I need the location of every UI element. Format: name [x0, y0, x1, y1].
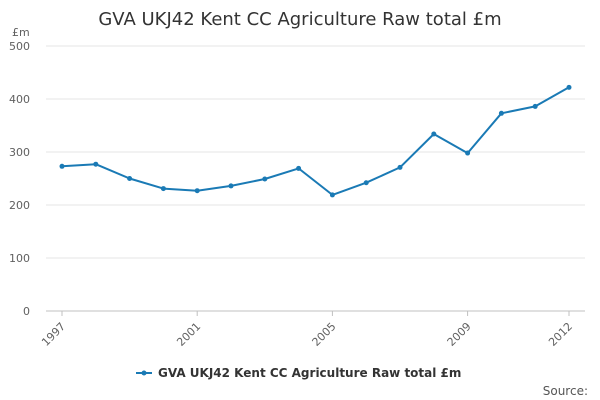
data-point-1999[interactable] [127, 176, 133, 181]
data-point-2007[interactable] [397, 164, 403, 170]
grid-lines [46, 45, 585, 259]
data-point-2001[interactable] [194, 188, 200, 194]
x-tick-label-1997: 1997 [39, 320, 68, 349]
y-tick-label-400: 400 [9, 93, 30, 106]
data-point-1997[interactable] [59, 163, 65, 169]
y-tick-label-500: 500 [9, 40, 30, 53]
legend[interactable]: GVA UKJ42 Kent CC Agriculture Raw total … [136, 366, 461, 380]
y-tick-label-200: 200 [9, 199, 30, 212]
data-point-2012[interactable] [566, 84, 572, 90]
source-label: Source: [543, 384, 588, 398]
x-axis [46, 310, 585, 316]
x-tick-label-2012: 2012 [546, 320, 575, 349]
data-point-2009[interactable] [465, 150, 471, 156]
series-layer [59, 84, 572, 198]
data-point-1998[interactable] [93, 161, 99, 167]
chart-title: GVA UKJ42 Kent CC Agriculture Raw total … [98, 9, 501, 30]
y-tick-label-100: 100 [9, 252, 30, 265]
data-point-2011[interactable] [532, 103, 538, 109]
legend-marker-icon [141, 370, 147, 376]
data-point-2010[interactable] [498, 110, 504, 116]
data-point-2005[interactable] [329, 192, 335, 198]
data-point-2003[interactable] [262, 176, 268, 182]
legend-label: GVA UKJ42 Kent CC Agriculture Raw total … [158, 366, 461, 380]
series-line-0 [61, 86, 570, 196]
x-axis-tick-labels: 1997 2001 2005 2009 2012 [39, 320, 575, 349]
x-tick-label-2005: 2005 [310, 320, 339, 349]
data-point-2006[interactable] [363, 180, 369, 186]
x-tick-label-2001: 2001 [174, 320, 203, 349]
data-point-2002[interactable] [228, 183, 234, 189]
x-tick-label-2009: 2009 [445, 320, 474, 349]
data-point-2000[interactable] [160, 186, 166, 192]
data-point-2008[interactable] [431, 131, 437, 137]
y-tick-label-0: 0 [23, 305, 30, 318]
y-axis-tick-labels: 0 100 200 300 400 500 [9, 40, 30, 318]
y-axis-unit-label: £m [12, 26, 30, 39]
data-point-2004[interactable] [296, 165, 302, 171]
y-tick-label-300: 300 [9, 146, 30, 159]
